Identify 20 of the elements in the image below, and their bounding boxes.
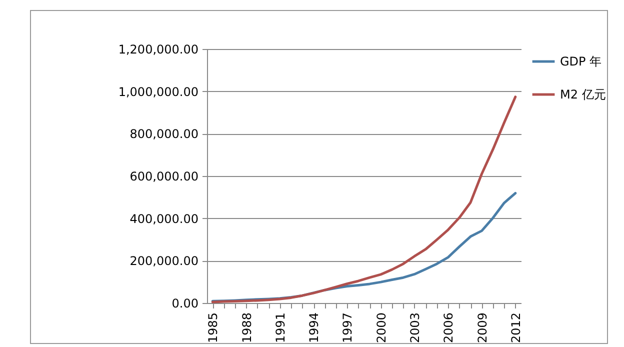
x-tick-label: 1988	[240, 312, 254, 344]
x-tick-label: 1994	[307, 312, 322, 344]
x-tick-label: 2000	[374, 312, 388, 344]
y-tick-label: 0.00	[172, 296, 198, 310]
legend-label: M2 亿元	[560, 88, 606, 102]
x-tick-label: 2009	[475, 312, 490, 344]
y-tick-label: 1,200,000.00	[118, 42, 198, 56]
x-tick-label: 2003	[408, 312, 422, 344]
line-series	[211, 96, 517, 304]
y-tick-label: 200,000.00	[130, 254, 198, 268]
x-tick-label: 1997	[340, 312, 355, 344]
x-tick-label: 2012	[508, 312, 523, 344]
legend-label: GDP 年	[560, 54, 602, 68]
x-tick-label: 1985	[206, 312, 220, 344]
y-tick-label: 600,000.00	[130, 170, 198, 184]
y-tick-label: 400,000.00	[130, 212, 198, 226]
y-tick-label: 800,000.00	[130, 127, 198, 142]
y-tick-label: 1,000,000.00	[118, 84, 198, 99]
x-tick-label: 1991	[273, 312, 288, 344]
x-tick-label: 2006	[442, 312, 456, 344]
